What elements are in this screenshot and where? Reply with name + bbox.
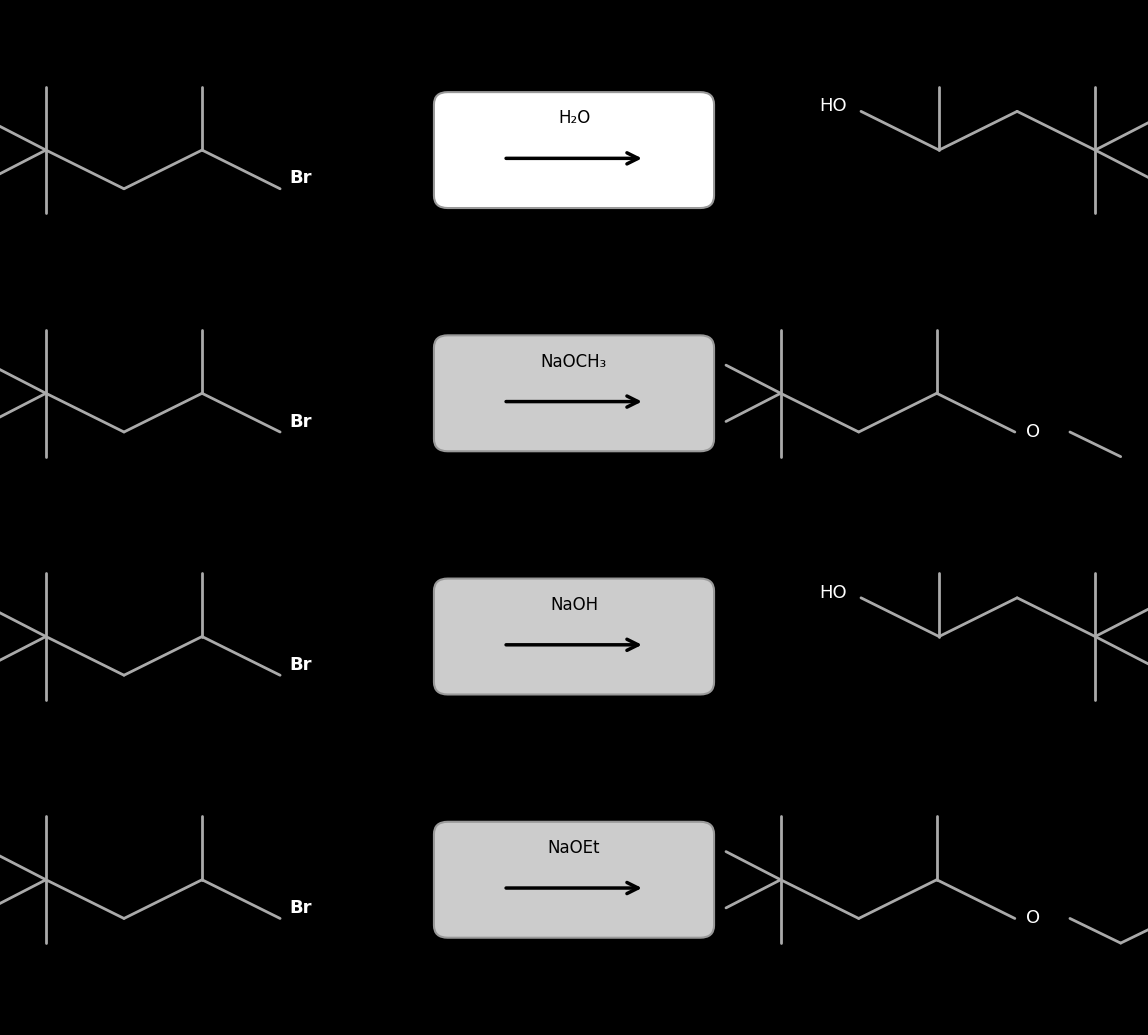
Text: Br: Br: [289, 413, 312, 431]
Text: Br: Br: [289, 656, 312, 674]
FancyBboxPatch shape: [434, 579, 714, 694]
Text: H₂O: H₂O: [558, 110, 590, 127]
Text: NaOEt: NaOEt: [548, 839, 600, 857]
FancyBboxPatch shape: [434, 335, 714, 451]
Text: Br: Br: [289, 899, 312, 917]
Text: O: O: [1026, 910, 1040, 927]
Text: O: O: [1026, 423, 1040, 441]
Text: HO: HO: [820, 584, 847, 601]
FancyBboxPatch shape: [434, 92, 714, 208]
Text: HO: HO: [820, 97, 847, 115]
FancyBboxPatch shape: [434, 822, 714, 938]
Text: NaOCH₃: NaOCH₃: [541, 353, 607, 371]
Text: NaOH: NaOH: [550, 596, 598, 614]
Text: Br: Br: [289, 170, 312, 187]
